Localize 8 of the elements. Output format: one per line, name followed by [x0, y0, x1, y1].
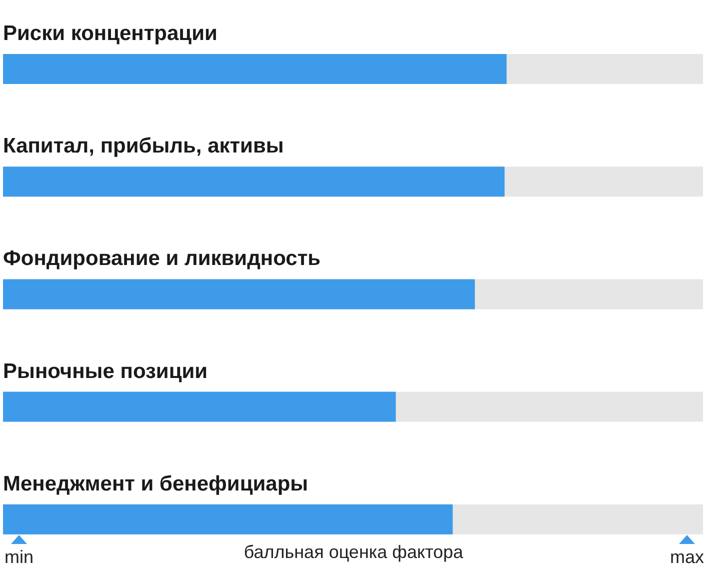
x-axis-title: балльная оценка фактора	[244, 542, 464, 562]
y-tick-label: Рыночные позиции	[3, 360, 208, 383]
text: max	[670, 547, 704, 567]
y-tick-label: Фондирование и ликвидность	[3, 247, 321, 270]
y-tick-label: Риски концентрации	[3, 22, 218, 45]
y-tick-label: Менеджмент и бенефициары	[3, 472, 308, 496]
y-tick-label: Капитал, прибыль, активы	[3, 134, 284, 158]
text: min	[4, 547, 34, 567]
